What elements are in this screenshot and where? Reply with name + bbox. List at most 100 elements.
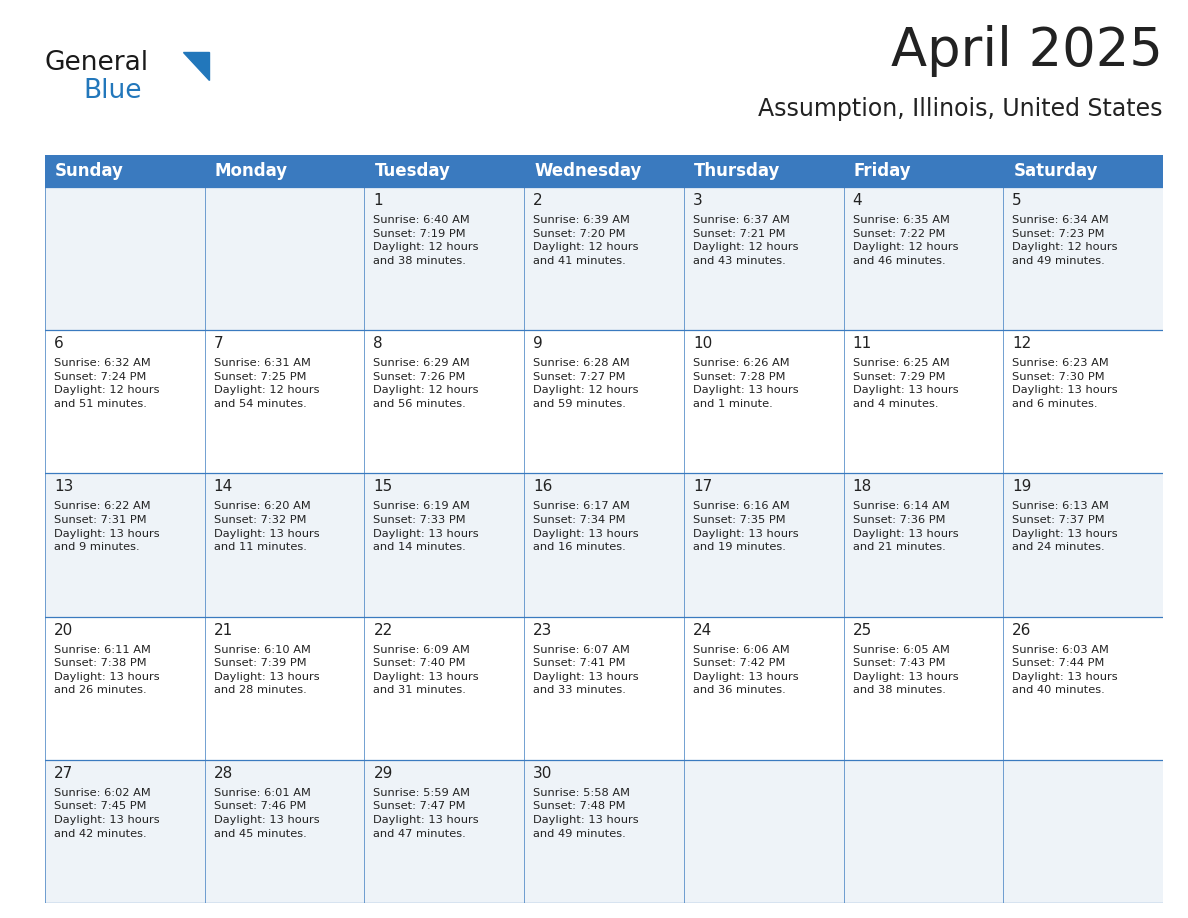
- Text: 25: 25: [853, 622, 872, 638]
- Text: 16: 16: [533, 479, 552, 495]
- Bar: [45, 474, 204, 617]
- Bar: [1004, 617, 1163, 760]
- Text: Sunrise: 6:39 AM
Sunset: 7:20 PM
Daylight: 12 hours
and 41 minutes.: Sunrise: 6:39 AM Sunset: 7:20 PM Dayligh…: [533, 215, 639, 266]
- Bar: [1004, 330, 1163, 474]
- Text: Blue: Blue: [83, 78, 141, 104]
- Text: Sunrise: 6:14 AM
Sunset: 7:36 PM
Daylight: 13 hours
and 21 minutes.: Sunrise: 6:14 AM Sunset: 7:36 PM Dayligh…: [853, 501, 959, 553]
- Text: Sunrise: 6:23 AM
Sunset: 7:30 PM
Daylight: 13 hours
and 6 minutes.: Sunrise: 6:23 AM Sunset: 7:30 PM Dayligh…: [1012, 358, 1118, 409]
- Text: Sunrise: 6:32 AM
Sunset: 7:24 PM
Daylight: 12 hours
and 51 minutes.: Sunrise: 6:32 AM Sunset: 7:24 PM Dayligh…: [53, 358, 159, 409]
- Text: Sunrise: 6:10 AM
Sunset: 7:39 PM
Daylight: 13 hours
and 28 minutes.: Sunrise: 6:10 AM Sunset: 7:39 PM Dayligh…: [214, 644, 320, 696]
- Text: 29: 29: [373, 766, 393, 781]
- Text: Sunrise: 6:35 AM
Sunset: 7:22 PM
Daylight: 12 hours
and 46 minutes.: Sunrise: 6:35 AM Sunset: 7:22 PM Dayligh…: [853, 215, 958, 266]
- Bar: [684, 155, 843, 187]
- Text: Thursday: Thursday: [694, 162, 781, 180]
- Text: Sunrise: 6:20 AM
Sunset: 7:32 PM
Daylight: 13 hours
and 11 minutes.: Sunrise: 6:20 AM Sunset: 7:32 PM Dayligh…: [214, 501, 320, 553]
- Text: Sunrise: 6:07 AM
Sunset: 7:41 PM
Daylight: 13 hours
and 33 minutes.: Sunrise: 6:07 AM Sunset: 7:41 PM Dayligh…: [533, 644, 639, 696]
- Text: General: General: [45, 50, 150, 76]
- Text: 23: 23: [533, 622, 552, 638]
- Text: Sunrise: 6:28 AM
Sunset: 7:27 PM
Daylight: 12 hours
and 59 minutes.: Sunrise: 6:28 AM Sunset: 7:27 PM Dayligh…: [533, 358, 639, 409]
- Bar: [45, 187, 204, 330]
- Text: 5: 5: [1012, 193, 1022, 208]
- Bar: [843, 474, 1004, 617]
- Text: 28: 28: [214, 766, 233, 781]
- Bar: [45, 155, 204, 187]
- Text: Sunrise: 6:06 AM
Sunset: 7:42 PM
Daylight: 13 hours
and 36 minutes.: Sunrise: 6:06 AM Sunset: 7:42 PM Dayligh…: [693, 644, 798, 696]
- Bar: [365, 760, 524, 903]
- Text: 20: 20: [53, 622, 74, 638]
- Polygon shape: [183, 52, 209, 80]
- Text: Sunrise: 6:29 AM
Sunset: 7:26 PM
Daylight: 12 hours
and 56 minutes.: Sunrise: 6:29 AM Sunset: 7:26 PM Dayligh…: [373, 358, 479, 409]
- Bar: [843, 155, 1004, 187]
- Bar: [684, 474, 843, 617]
- Bar: [204, 330, 365, 474]
- Text: Sunrise: 5:58 AM
Sunset: 7:48 PM
Daylight: 13 hours
and 49 minutes.: Sunrise: 5:58 AM Sunset: 7:48 PM Dayligh…: [533, 788, 639, 839]
- Text: 12: 12: [1012, 336, 1031, 352]
- Bar: [1004, 474, 1163, 617]
- Text: Sunrise: 6:03 AM
Sunset: 7:44 PM
Daylight: 13 hours
and 40 minutes.: Sunrise: 6:03 AM Sunset: 7:44 PM Dayligh…: [1012, 644, 1118, 696]
- Text: Sunrise: 6:05 AM
Sunset: 7:43 PM
Daylight: 13 hours
and 38 minutes.: Sunrise: 6:05 AM Sunset: 7:43 PM Dayligh…: [853, 644, 959, 696]
- Text: Sunrise: 6:37 AM
Sunset: 7:21 PM
Daylight: 12 hours
and 43 minutes.: Sunrise: 6:37 AM Sunset: 7:21 PM Dayligh…: [693, 215, 798, 266]
- Text: 21: 21: [214, 622, 233, 638]
- Text: Sunday: Sunday: [55, 162, 124, 180]
- Text: 9: 9: [533, 336, 543, 352]
- Bar: [843, 760, 1004, 903]
- Bar: [684, 617, 843, 760]
- Bar: [365, 330, 524, 474]
- Bar: [1004, 155, 1163, 187]
- Text: 8: 8: [373, 336, 383, 352]
- Text: Monday: Monday: [215, 162, 287, 180]
- Text: 30: 30: [533, 766, 552, 781]
- Bar: [45, 760, 204, 903]
- Text: 18: 18: [853, 479, 872, 495]
- Text: Sunrise: 6:01 AM
Sunset: 7:46 PM
Daylight: 13 hours
and 45 minutes.: Sunrise: 6:01 AM Sunset: 7:46 PM Dayligh…: [214, 788, 320, 839]
- Text: Sunrise: 6:22 AM
Sunset: 7:31 PM
Daylight: 13 hours
and 9 minutes.: Sunrise: 6:22 AM Sunset: 7:31 PM Dayligh…: [53, 501, 159, 553]
- Text: 10: 10: [693, 336, 712, 352]
- Text: Sunrise: 6:26 AM
Sunset: 7:28 PM
Daylight: 13 hours
and 1 minute.: Sunrise: 6:26 AM Sunset: 7:28 PM Dayligh…: [693, 358, 798, 409]
- Bar: [204, 617, 365, 760]
- Text: Sunrise: 6:13 AM
Sunset: 7:37 PM
Daylight: 13 hours
and 24 minutes.: Sunrise: 6:13 AM Sunset: 7:37 PM Dayligh…: [1012, 501, 1118, 553]
- Bar: [204, 474, 365, 617]
- Text: 26: 26: [1012, 622, 1031, 638]
- Text: Tuesday: Tuesday: [374, 162, 450, 180]
- Text: 1: 1: [373, 193, 383, 208]
- Bar: [843, 187, 1004, 330]
- Bar: [524, 760, 684, 903]
- Bar: [1004, 760, 1163, 903]
- Text: 11: 11: [853, 336, 872, 352]
- Text: 4: 4: [853, 193, 862, 208]
- Bar: [204, 760, 365, 903]
- Bar: [843, 330, 1004, 474]
- Text: Sunrise: 6:09 AM
Sunset: 7:40 PM
Daylight: 13 hours
and 31 minutes.: Sunrise: 6:09 AM Sunset: 7:40 PM Dayligh…: [373, 644, 479, 696]
- Text: 27: 27: [53, 766, 74, 781]
- Bar: [45, 617, 204, 760]
- Text: Sunrise: 6:40 AM
Sunset: 7:19 PM
Daylight: 12 hours
and 38 minutes.: Sunrise: 6:40 AM Sunset: 7:19 PM Dayligh…: [373, 215, 479, 266]
- Bar: [684, 187, 843, 330]
- Text: Sunrise: 6:25 AM
Sunset: 7:29 PM
Daylight: 13 hours
and 4 minutes.: Sunrise: 6:25 AM Sunset: 7:29 PM Dayligh…: [853, 358, 959, 409]
- Text: Assumption, Illinois, United States: Assumption, Illinois, United States: [758, 97, 1163, 121]
- Text: 19: 19: [1012, 479, 1031, 495]
- Text: Sunrise: 5:59 AM
Sunset: 7:47 PM
Daylight: 13 hours
and 47 minutes.: Sunrise: 5:59 AM Sunset: 7:47 PM Dayligh…: [373, 788, 479, 839]
- Text: 7: 7: [214, 336, 223, 352]
- Text: Sunrise: 6:17 AM
Sunset: 7:34 PM
Daylight: 13 hours
and 16 minutes.: Sunrise: 6:17 AM Sunset: 7:34 PM Dayligh…: [533, 501, 639, 553]
- Text: Sunrise: 6:16 AM
Sunset: 7:35 PM
Daylight: 13 hours
and 19 minutes.: Sunrise: 6:16 AM Sunset: 7:35 PM Dayligh…: [693, 501, 798, 553]
- Text: Friday: Friday: [853, 162, 911, 180]
- Text: 17: 17: [693, 479, 712, 495]
- Bar: [365, 617, 524, 760]
- Bar: [365, 187, 524, 330]
- Text: 3: 3: [693, 193, 702, 208]
- Bar: [843, 617, 1004, 760]
- Text: Sunrise: 6:34 AM
Sunset: 7:23 PM
Daylight: 12 hours
and 49 minutes.: Sunrise: 6:34 AM Sunset: 7:23 PM Dayligh…: [1012, 215, 1118, 266]
- Bar: [204, 155, 365, 187]
- Text: 22: 22: [373, 622, 393, 638]
- Bar: [365, 155, 524, 187]
- Text: 24: 24: [693, 622, 712, 638]
- Text: Wednesday: Wednesday: [535, 162, 642, 180]
- Bar: [684, 760, 843, 903]
- Text: 6: 6: [53, 336, 64, 352]
- Bar: [524, 617, 684, 760]
- Bar: [1004, 187, 1163, 330]
- Text: 14: 14: [214, 479, 233, 495]
- Bar: [684, 330, 843, 474]
- Bar: [45, 330, 204, 474]
- Text: 2: 2: [533, 193, 543, 208]
